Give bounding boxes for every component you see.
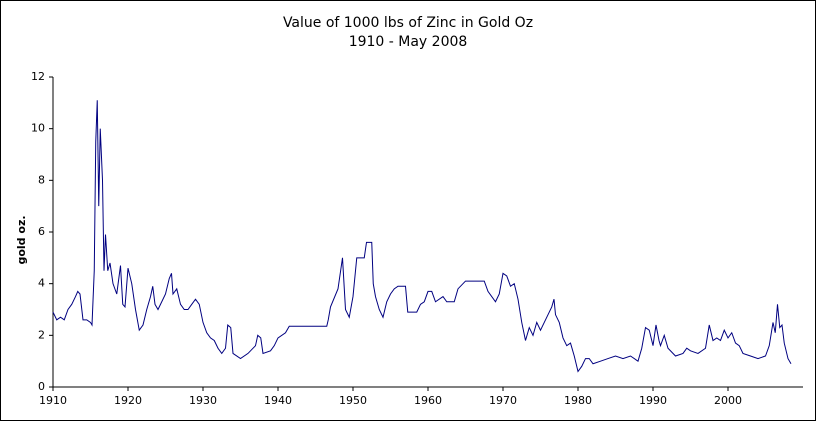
y-tick-label: 8 (38, 173, 45, 186)
x-tick-label: 1990 (639, 394, 667, 407)
chart-subtitle: 1910 - May 2008 (349, 34, 468, 50)
x-tick-label: 1960 (414, 394, 442, 407)
x-tick-label: 1930 (189, 394, 217, 407)
x-tick-label: 1920 (114, 394, 142, 407)
y-tick-label: 2 (38, 328, 45, 341)
y-tick-label: 10 (31, 122, 45, 135)
y-tick-label: 12 (31, 70, 45, 83)
chart-title: Value of 1000 lbs of Zinc in Gold Oz (283, 15, 533, 31)
x-tick-label: 2000 (714, 394, 742, 407)
x-tick-label: 1910 (39, 394, 67, 407)
data-line (52, 100, 792, 373)
x-tick-label: 1940 (264, 394, 292, 407)
x-tick-label: 1970 (489, 394, 517, 407)
y-axis-title: gold oz. (15, 215, 28, 264)
x-tick-label: 1950 (339, 394, 367, 407)
y-tick-label: 6 (38, 225, 45, 238)
y-tick-label: 0 (38, 380, 45, 393)
y-tick-label: 4 (38, 277, 45, 290)
x-tick-label: 1980 (564, 394, 592, 407)
